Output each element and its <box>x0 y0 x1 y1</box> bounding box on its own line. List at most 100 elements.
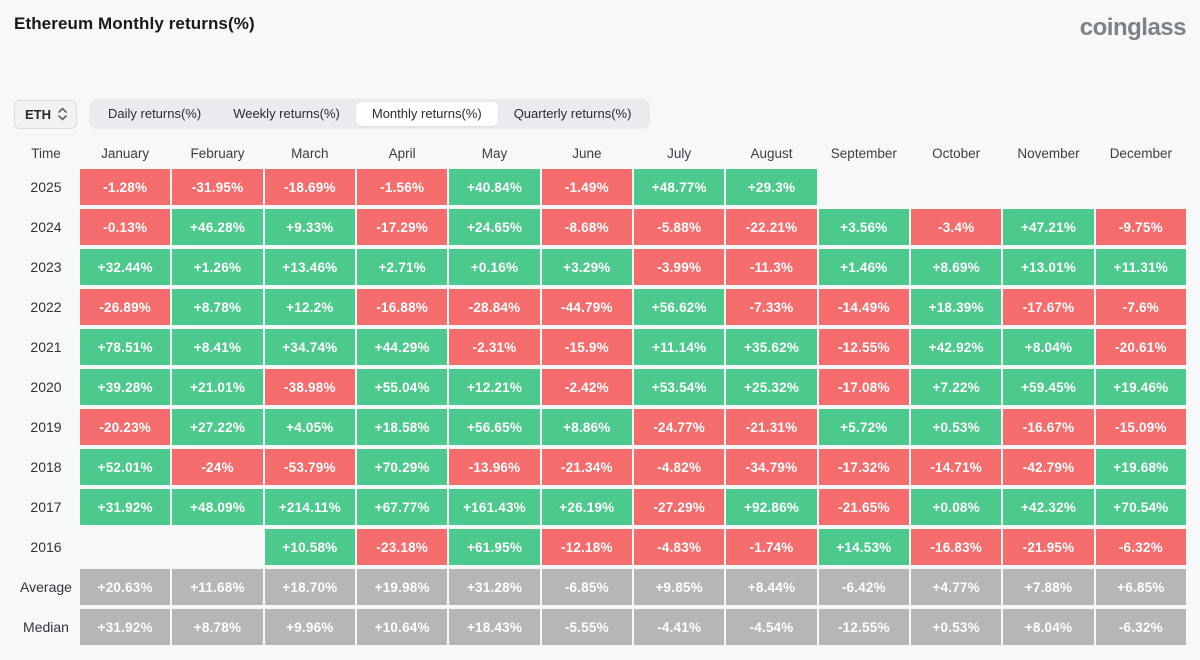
return-cell: +6.85% <box>1095 569 1186 605</box>
return-cell: +10.58% <box>264 529 355 565</box>
return-cell: -21.95% <box>1003 529 1094 565</box>
tab-monthly-returns[interactable]: Monthly returns(%) <box>355 102 498 126</box>
col-header-month: March <box>291 145 329 161</box>
return-cell: -1.28% <box>80 169 171 205</box>
return-cell: +44.29% <box>357 329 448 365</box>
return-cell: -2.42% <box>541 369 632 405</box>
return-cell: -34.79% <box>726 449 817 485</box>
return-cell: +42.32% <box>1003 489 1094 525</box>
return-cell: -7.6% <box>1095 289 1186 325</box>
tab-weekly-returns[interactable]: Weekly returns(%) <box>217 102 356 126</box>
return-cell: -16.83% <box>911 529 1002 565</box>
return-cell: +92.86% <box>726 489 817 525</box>
tab-quarterly-returns[interactable]: Quarterly returns(%) <box>498 102 648 126</box>
return-cell: +19.68% <box>1095 449 1186 485</box>
coinglass-logo: coinglass <box>1079 14 1187 41</box>
return-cell: +24.65% <box>449 209 540 245</box>
return-cell: -6.85% <box>541 569 632 605</box>
return-cell: +39.28% <box>80 369 171 405</box>
return-cell: -12.55% <box>818 609 909 645</box>
return-cell: -5.88% <box>634 209 725 245</box>
return-cell: -12.55% <box>818 329 909 365</box>
return-cell: -6.32% <box>1095 529 1186 565</box>
return-cell: +11.31% <box>1095 249 1186 285</box>
return-cell: -0.13% <box>80 209 171 245</box>
return-cell: +8.86% <box>541 409 632 445</box>
return-cell: -13.96% <box>449 449 540 485</box>
return-cell: +56.62% <box>634 289 725 325</box>
return-cell: +40.84% <box>449 169 540 205</box>
return-cell: -5.55% <box>541 609 632 645</box>
return-cell: +34.74% <box>264 329 355 365</box>
return-cell: +78.51% <box>80 329 171 365</box>
return-cell: -15.9% <box>541 329 632 365</box>
tab-daily-returns[interactable]: Daily returns(%) <box>92 102 217 126</box>
return-cell: -24.77% <box>634 409 725 445</box>
col-header-month: April <box>388 145 416 161</box>
return-cell: +31.28% <box>449 569 540 605</box>
return-cell: +13.01% <box>1003 249 1094 285</box>
row-label: 2017 <box>30 499 62 515</box>
return-cell: +9.85% <box>634 569 725 605</box>
return-cell: +35.62% <box>726 329 817 365</box>
return-cell: -21.65% <box>818 489 909 525</box>
return-cell: +47.21% <box>1003 209 1094 245</box>
return-cell: -23.18% <box>357 529 448 565</box>
empty-cell <box>819 169 909 205</box>
symbol-select[interactable]: ETH <box>14 99 77 129</box>
return-cell: -21.34% <box>541 449 632 485</box>
return-cell: +1.46% <box>818 249 909 285</box>
return-cell: +70.29% <box>357 449 448 485</box>
return-cell: -2.31% <box>449 329 540 365</box>
return-cell: +5.72% <box>818 409 909 445</box>
return-cell: -17.67% <box>1003 289 1094 325</box>
return-cell: -4.54% <box>726 609 817 645</box>
empty-cell <box>1003 169 1093 205</box>
return-cell: +61.95% <box>449 529 540 565</box>
return-cell: +8.78% <box>172 289 263 325</box>
return-cell: +12.2% <box>264 289 355 325</box>
return-cell: -44.79% <box>541 289 632 325</box>
col-header-month: February <box>190 145 245 161</box>
return-cell: +18.39% <box>911 289 1002 325</box>
row-label: Average <box>20 579 72 595</box>
return-cell: +27.22% <box>172 409 263 445</box>
return-cell: +18.58% <box>357 409 448 445</box>
return-cell: -3.99% <box>634 249 725 285</box>
return-cell: +12.21% <box>449 369 540 405</box>
return-cell: -6.42% <box>818 569 909 605</box>
return-cell: +9.33% <box>264 209 355 245</box>
return-cell: -15.09% <box>1095 409 1186 445</box>
row-label: 2024 <box>30 219 62 235</box>
col-header-month: July <box>667 145 692 161</box>
return-cell: -16.67% <box>1003 409 1094 445</box>
return-cell: -20.61% <box>1095 329 1186 365</box>
return-cell: +48.77% <box>634 169 725 205</box>
return-cell: +55.04% <box>357 369 448 405</box>
return-cell: -20.23% <box>80 409 171 445</box>
row-label: 2021 <box>30 339 62 355</box>
return-cell: -31.95% <box>172 169 263 205</box>
return-cell: -18.69% <box>264 169 355 205</box>
returns-tabbar: Daily returns(%) Weekly returns(%) Month… <box>89 99 651 129</box>
col-header-month: October <box>932 145 981 161</box>
topbar: Ethereum Monthly returns(%) coinglass <box>14 0 1187 42</box>
return-cell: +7.22% <box>911 369 1002 405</box>
row-label: 2023 <box>30 259 62 275</box>
return-cell: -17.32% <box>818 449 909 485</box>
return-cell: +52.01% <box>80 449 171 485</box>
return-cell: +9.96% <box>264 609 355 645</box>
return-cell: +31.92% <box>80 489 171 525</box>
return-cell: +59.45% <box>1003 369 1094 405</box>
return-cell: +2.71% <box>357 249 448 285</box>
row-label: 2019 <box>30 419 62 435</box>
return-cell: +18.43% <box>449 609 540 645</box>
return-cell: -1.56% <box>357 169 448 205</box>
return-cell: -26.89% <box>80 289 171 325</box>
page: Ethereum Monthly returns(%) coinglass ET… <box>14 0 1187 645</box>
return-cell: +8.04% <box>1003 329 1094 365</box>
return-cell: -4.83% <box>634 529 725 565</box>
return-cell: +31.92% <box>80 609 171 645</box>
return-cell: -9.75% <box>1095 209 1186 245</box>
return-cell: +48.09% <box>172 489 263 525</box>
